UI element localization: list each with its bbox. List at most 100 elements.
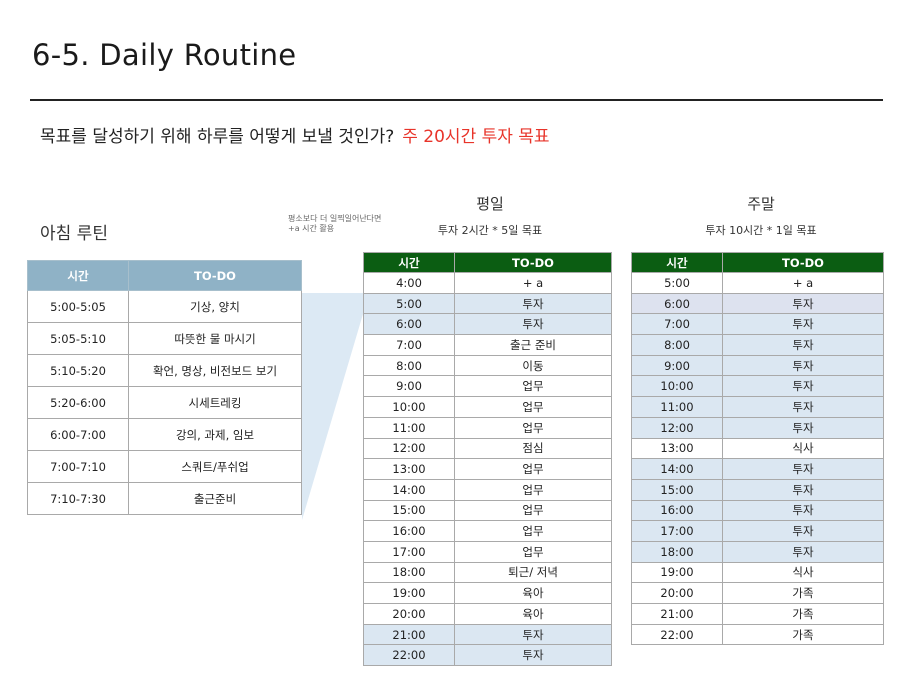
table-row: 6:00 투자 xyxy=(363,313,612,336)
todo-cell: 투자 xyxy=(722,354,884,377)
table-row: 14:00 업무 xyxy=(363,478,612,501)
time-cell: 6:00 xyxy=(631,292,723,315)
weekend-header: 주말 투자 10시간 * 1일 목표 xyxy=(686,193,836,238)
time-cell: 7:10-7:30 xyxy=(27,482,129,515)
table-row: 18:00 퇴근/ 저녁 xyxy=(363,561,612,584)
table-row: 6:00-7:00 강의, 과제, 임보 xyxy=(27,418,302,451)
todo-cell: 투자 xyxy=(722,478,884,501)
todo-cell: 이동 xyxy=(454,354,612,377)
todo-cell: 식사 xyxy=(722,437,884,460)
column-header-todo: TO-DO xyxy=(454,252,612,273)
table-row: 10:00 업무 xyxy=(363,396,612,418)
time-cell: 10:00 xyxy=(631,375,723,398)
time-cell: 8:00 xyxy=(363,354,455,377)
todo-cell: 육아 xyxy=(454,582,612,604)
weekday-goal: 투자 2시간 * 5일 목표 xyxy=(437,224,543,237)
time-cell: 11:00 xyxy=(631,396,723,418)
time-cell: 5:10-5:20 xyxy=(27,354,129,387)
table-row: 20:00 가족 xyxy=(631,582,884,604)
todo-cell: 투자 xyxy=(722,396,884,418)
table-row: 5:00-5:05 기상, 양치 xyxy=(27,290,302,323)
column-header-time: 시간 xyxy=(27,260,129,291)
table-row: 17:00 업무 xyxy=(363,540,612,563)
todo-cell: 업무 xyxy=(454,416,612,439)
table-row: 7:00 투자 xyxy=(631,313,884,336)
time-cell: 18:00 xyxy=(631,540,723,563)
todo-cell: 업무 xyxy=(454,375,612,398)
time-cell: 5:20-6:00 xyxy=(27,386,129,419)
table-row: 12:00 투자 xyxy=(631,416,884,439)
title-divider xyxy=(30,99,883,101)
todo-cell: 투자 xyxy=(454,292,612,315)
todo-cell: 따뜻한 물 마시기 xyxy=(128,322,302,355)
time-cell: 5:00 xyxy=(363,292,455,315)
time-cell: 5:00 xyxy=(631,272,723,294)
time-cell: 22:00 xyxy=(363,644,455,667)
time-cell: 7:00-7:10 xyxy=(27,450,129,483)
table-row: 7:00 출근 준비 xyxy=(363,334,612,356)
subtitle: 목표를 달성하기 위해 하루를 어떻게 보낼 것인가? 주 20시간 투자 목표 xyxy=(40,122,550,147)
time-cell: 17:00 xyxy=(363,540,455,563)
todo-cell: 가족 xyxy=(722,623,884,646)
weekday-header: 평일 투자 2시간 * 5일 목표 xyxy=(420,193,560,238)
column-header-time: 시간 xyxy=(631,252,723,273)
funnel-shape xyxy=(302,293,363,520)
time-cell: 20:00 xyxy=(363,603,455,625)
weekday-title: 평일 xyxy=(476,195,504,213)
todo-cell: 업무 xyxy=(454,520,612,542)
column-header-time: 시간 xyxy=(363,252,455,273)
todo-cell: 투자 xyxy=(722,540,884,563)
todo-cell: 확언, 명상, 비전보드 보기 xyxy=(128,354,302,387)
table-row: 11:00 투자 xyxy=(631,396,884,418)
table-row: 5:20-6:00 시세트레킹 xyxy=(27,386,302,419)
time-cell: 18:00 xyxy=(363,561,455,584)
time-cell: 9:00 xyxy=(631,354,723,377)
table-row: 21:00 가족 xyxy=(631,603,884,625)
time-cell: 20:00 xyxy=(631,582,723,604)
table-row: 15:00 업무 xyxy=(363,499,612,522)
todo-cell: 투자 xyxy=(722,520,884,542)
table-row: 8:00 투자 xyxy=(631,334,884,356)
todo-cell: + a xyxy=(454,272,612,294)
table-row: 5:05-5:10 따뜻한 물 마시기 xyxy=(27,322,302,355)
table-row: 21:00 투자 xyxy=(363,623,612,646)
table-row: 9:00 투자 xyxy=(631,354,884,377)
time-cell: 6:00-7:00 xyxy=(27,418,129,451)
todo-cell: 투자 xyxy=(722,313,884,336)
note-line-2: +a 시간 활용 xyxy=(288,224,335,233)
table-row: 14:00 투자 xyxy=(631,458,884,480)
time-cell: 10:00 xyxy=(363,396,455,418)
page-title: 6-5. Daily Routine xyxy=(32,38,297,72)
table-row: 16:00 투자 xyxy=(631,499,884,522)
weekday-schedule-table: 시간 TO-DO 4:00 + a 5:00 투자 6:00 투자 7:00 출근 준비 8:0… xyxy=(363,252,612,667)
todo-cell: 강의, 과제, 임보 xyxy=(128,418,302,451)
table-row: 12:00 점심 xyxy=(363,437,612,460)
todo-cell: 투자 xyxy=(454,644,612,667)
note-line-1: 평소보다 더 일찍일어난다면 xyxy=(288,214,382,223)
weekend-goal: 투자 10시간 * 1일 목표 xyxy=(705,224,817,237)
subtitle-text: 목표를 달성하기 위해 하루를 어떻게 보낼 것인가? xyxy=(40,127,395,147)
table-row: 5:00 투자 xyxy=(363,292,612,315)
time-cell: 19:00 xyxy=(631,561,723,584)
table-row: 5:10-5:20 확언, 명상, 비전보드 보기 xyxy=(27,354,302,387)
todo-cell: 가족 xyxy=(722,603,884,625)
morning-routine-title: 아침 루틴 xyxy=(40,224,108,244)
todo-cell: 기상, 양치 xyxy=(128,290,302,323)
time-cell: 16:00 xyxy=(363,520,455,542)
table-row: 5:00 + a xyxy=(631,272,884,294)
todo-cell: 업무 xyxy=(454,458,612,480)
time-cell: 5:05-5:10 xyxy=(27,322,129,355)
weekend-schedule-table: 시간 TO-DO 5:00 + a 6:00 투자 7:00 투자 8:00 투자 9:00 투자… xyxy=(631,252,884,646)
time-cell: 22:00 xyxy=(631,623,723,646)
table-row: 11:00 업무 xyxy=(363,416,612,439)
table-row: 19:00 식사 xyxy=(631,561,884,584)
todo-cell: 투자 xyxy=(722,334,884,356)
early-rise-note: 평소보다 더 일찍일어난다면 +a 시간 활용 xyxy=(288,214,381,234)
time-cell: 5:00-5:05 xyxy=(27,290,129,323)
time-cell: 17:00 xyxy=(631,520,723,542)
time-cell: 21:00 xyxy=(363,623,455,646)
todo-cell: 식사 xyxy=(722,561,884,584)
todo-cell: 가족 xyxy=(722,582,884,604)
column-header-todo: TO-DO xyxy=(722,252,884,273)
